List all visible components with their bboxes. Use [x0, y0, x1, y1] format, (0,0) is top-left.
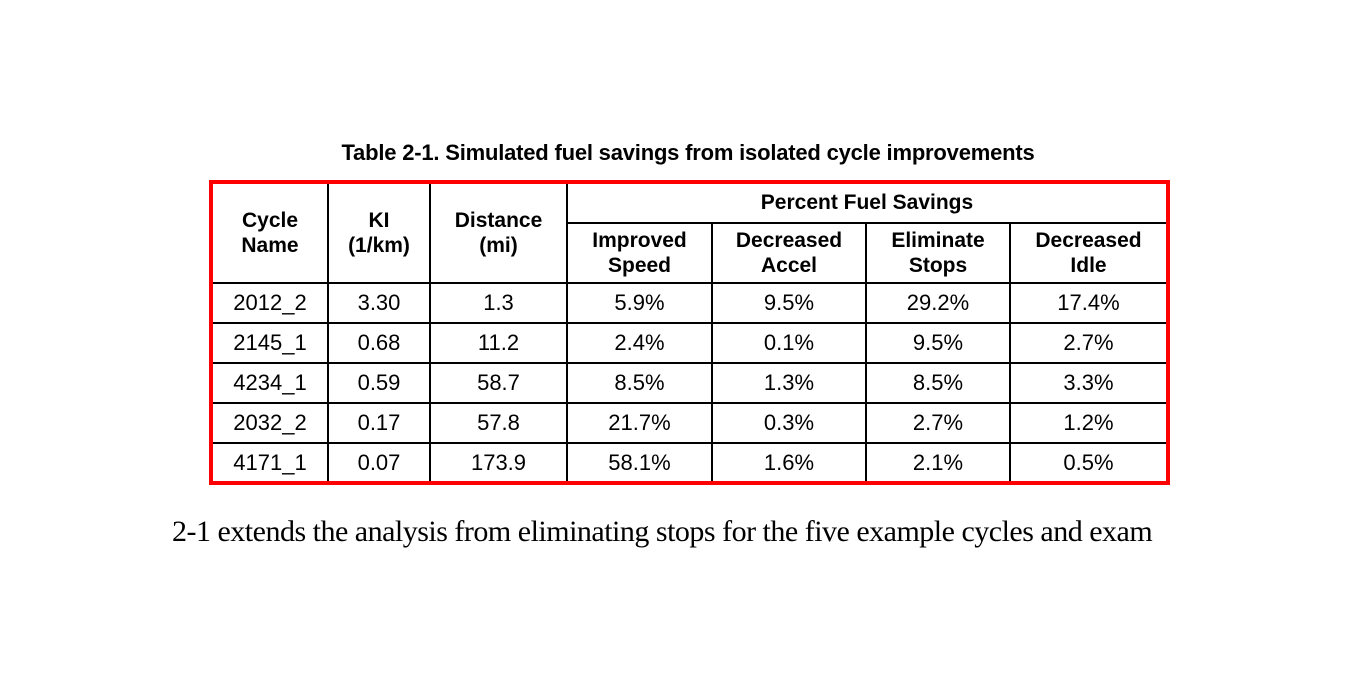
- cell-decreased-accel: 0.3%: [711, 402, 867, 444]
- cell-decreased-idle: 3.3%: [1009, 362, 1169, 404]
- cell-decreased-idle: 17.4%: [1009, 282, 1169, 324]
- cell-improved-speed: 58.1%: [566, 442, 713, 484]
- table-header-row: Cycle Name KI (1/km) Distance (mi) Perce…: [210, 181, 1169, 284]
- body-text-fragment: 2-1 extends the analysis from eliminatin…: [172, 515, 1153, 548]
- cell-decreased-idle: 2.7%: [1009, 322, 1169, 364]
- table-row: 2012_2 3.30 1.3 5.9% 9.5% 29.2% 17.4%: [210, 282, 1169, 324]
- cell-improved-speed: 5.9%: [566, 282, 713, 324]
- col-header-distance: Distance (mi): [429, 181, 568, 284]
- table-row: 4234_1 0.59 58.7 8.5% 1.3% 8.5% 3.3%: [210, 362, 1169, 404]
- table-row: 4171_1 0.07 173.9 58.1% 1.6% 2.1% 0.5%: [210, 442, 1169, 484]
- cell-distance: 58.7: [429, 362, 568, 404]
- cell-eliminate-stops: 9.5%: [865, 322, 1011, 364]
- col-header-improved-speed: Improved Speed: [566, 222, 713, 284]
- col-header-ki: KI (1/km): [327, 181, 431, 284]
- cell-eliminate-stops: 29.2%: [865, 282, 1011, 324]
- cell-improved-speed: 8.5%: [566, 362, 713, 404]
- cell-eliminate-stops: 2.7%: [865, 402, 1011, 444]
- cell-cycle-name: 2145_1: [210, 322, 329, 364]
- col-header-cycle-name: Cycle Name: [210, 181, 329, 284]
- cell-decreased-accel: 1.6%: [711, 442, 867, 484]
- cell-decreased-accel: 0.1%: [711, 322, 867, 364]
- fuel-savings-table: Cycle Name KI (1/km) Distance (mi) Perce…: [209, 180, 1170, 485]
- cell-distance: 173.9: [429, 442, 568, 484]
- cell-eliminate-stops: 2.1%: [865, 442, 1011, 484]
- cell-eliminate-stops: 8.5%: [865, 362, 1011, 404]
- cell-cycle-name: 4171_1: [210, 442, 329, 484]
- col-header-decreased-accel: Decreased Accel: [711, 222, 867, 284]
- cell-cycle-name: 4234_1: [210, 362, 329, 404]
- table-row: 2145_1 0.68 11.2 2.4% 0.1% 9.5% 2.7%: [210, 322, 1169, 364]
- table-caption: Table 2-1. Simulated fuel savings from i…: [341, 140, 1035, 165]
- col-header-eliminate-stops: Eliminate Stops: [865, 222, 1011, 284]
- cell-distance: 1.3: [429, 282, 568, 324]
- cell-ki: 3.30: [327, 282, 431, 324]
- cell-ki: 0.17: [327, 402, 431, 444]
- cell-cycle-name: 2012_2: [210, 282, 329, 324]
- cell-decreased-idle: 1.2%: [1009, 402, 1169, 444]
- cell-ki: 0.68: [327, 322, 431, 364]
- cell-distance: 57.8: [429, 402, 568, 444]
- cell-improved-speed: 2.4%: [566, 322, 713, 364]
- table-row: 2032_2 0.17 57.8 21.7% 0.3% 2.7% 1.2%: [210, 402, 1169, 444]
- cell-improved-speed: 21.7%: [566, 402, 713, 444]
- cell-decreased-accel: 9.5%: [711, 282, 867, 324]
- cell-ki: 0.59: [327, 362, 431, 404]
- col-group-header-percent-fuel-savings: Percent Fuel Savings: [566, 181, 1169, 224]
- cell-cycle-name: 2032_2: [210, 402, 329, 444]
- table-subheader-row: Improved Speed Decreased Accel Eliminate…: [211, 222, 1169, 284]
- cell-ki: 0.07: [327, 442, 431, 484]
- cell-decreased-idle: 0.5%: [1009, 442, 1169, 484]
- cell-distance: 11.2: [429, 322, 568, 364]
- col-header-decreased-idle: Decreased Idle: [1009, 222, 1169, 284]
- cell-decreased-accel: 1.3%: [711, 362, 867, 404]
